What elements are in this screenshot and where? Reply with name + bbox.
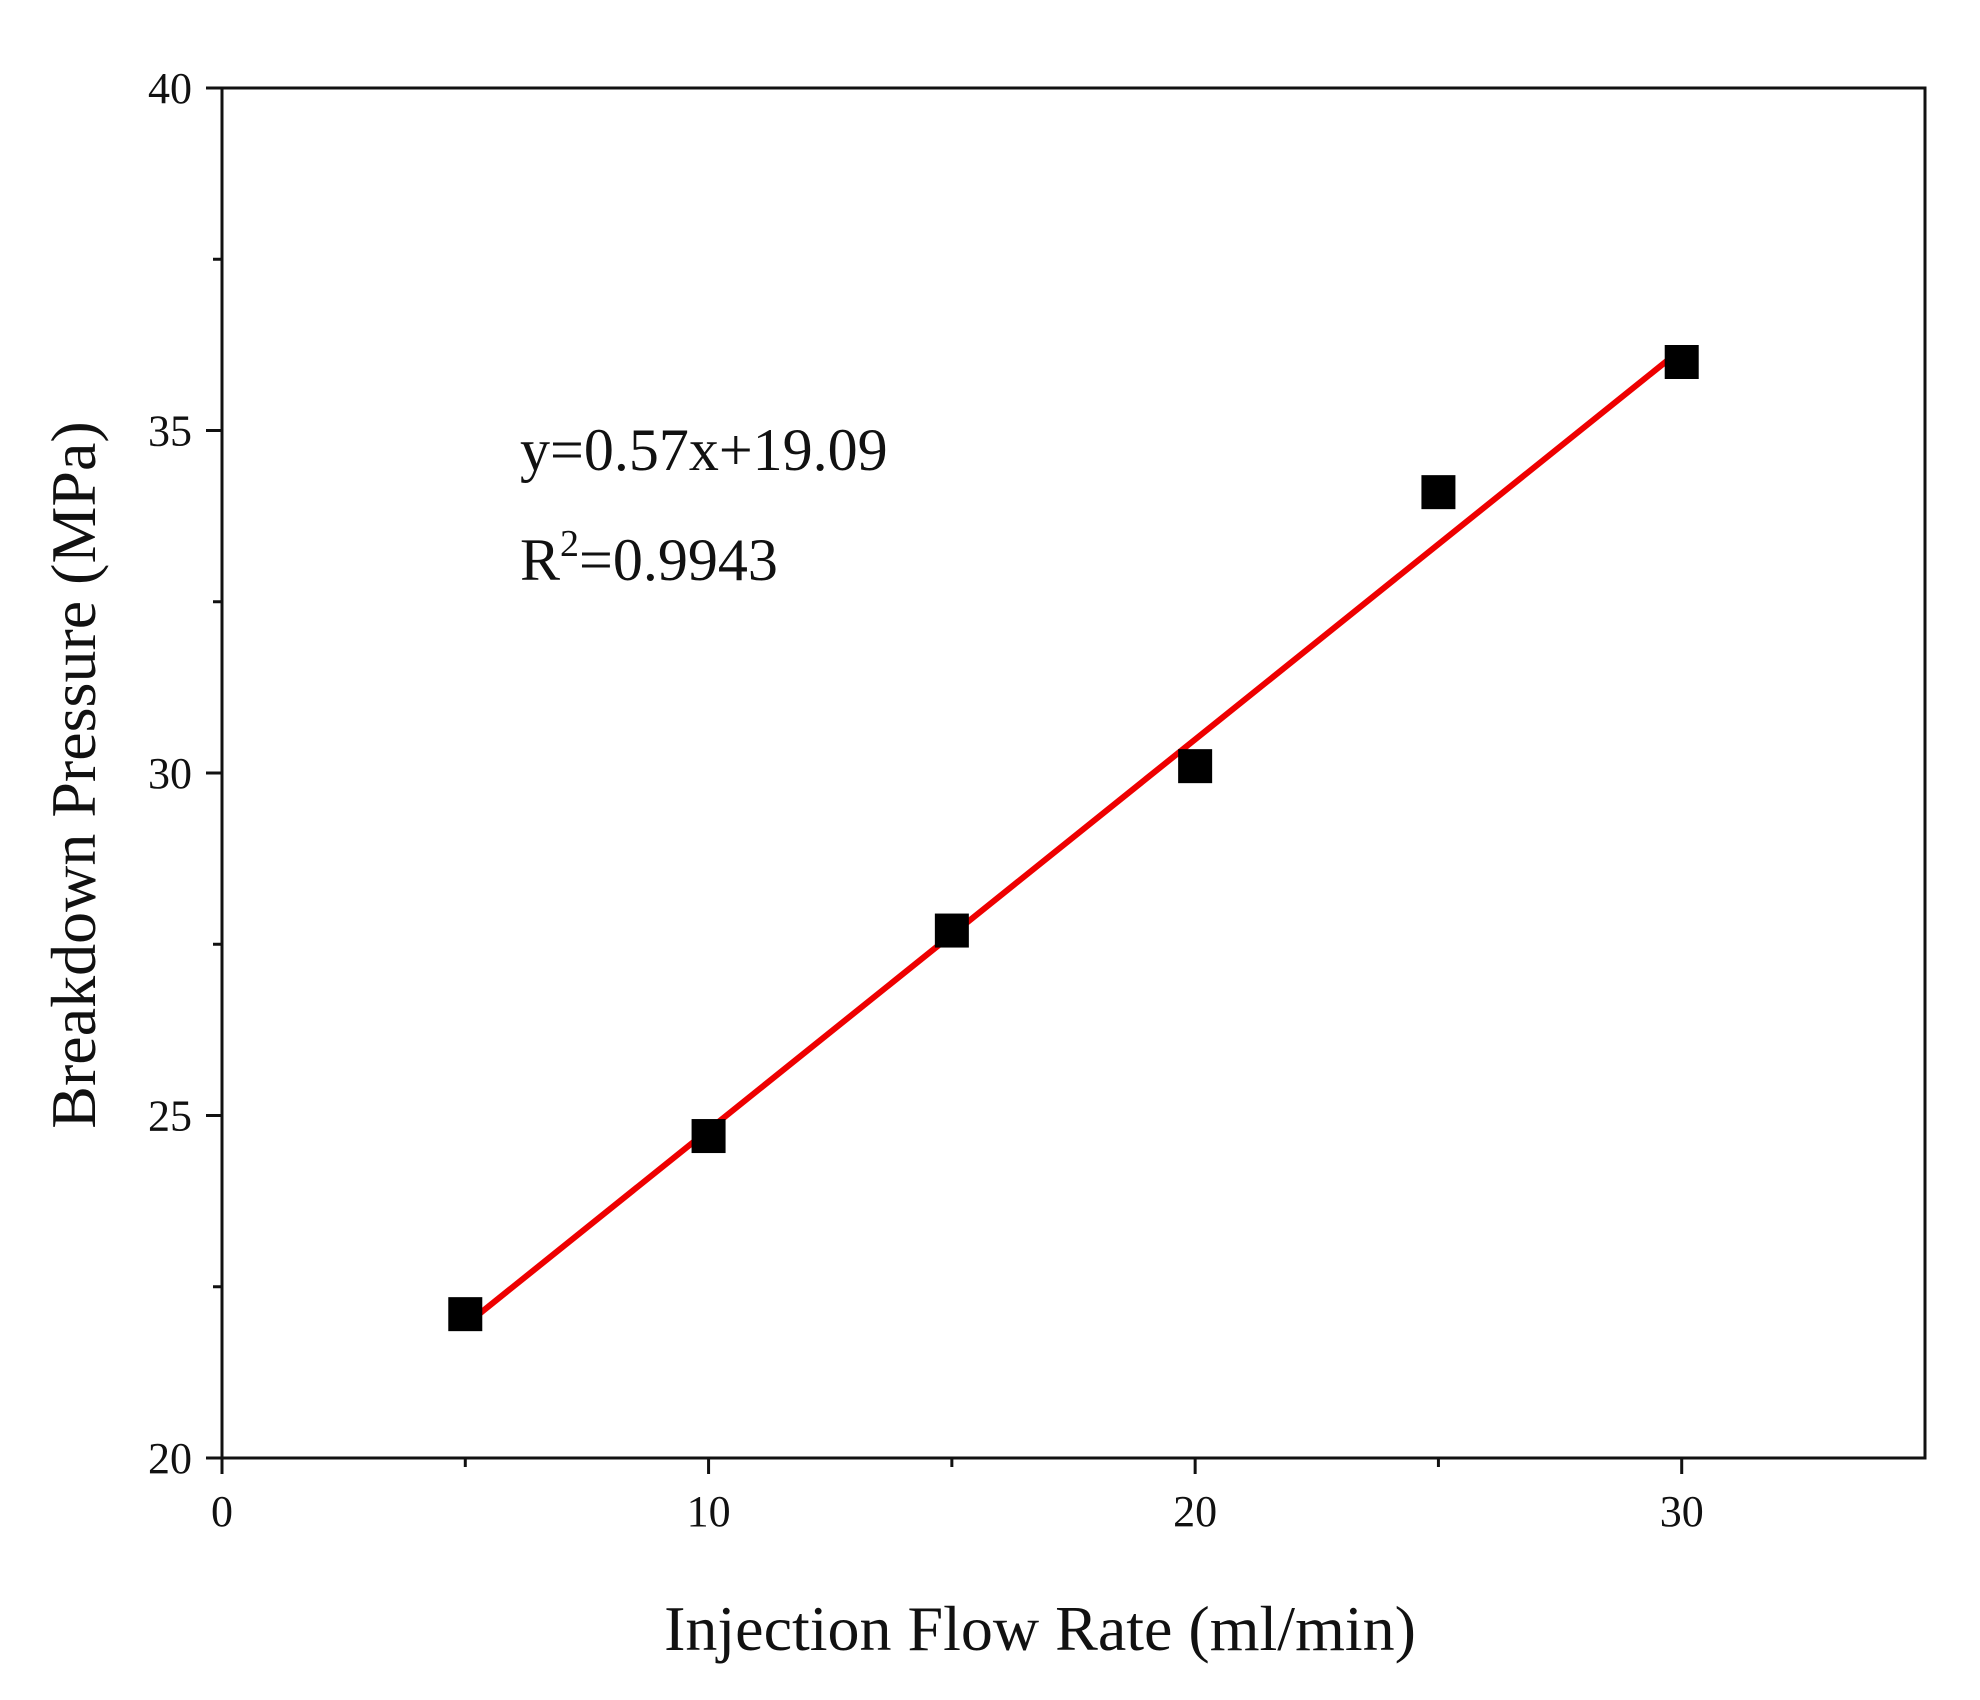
data-point-marker [934, 913, 969, 948]
y-axis-title: Breakdown Pressure (MPa) [38, 421, 109, 1128]
x-tick-label: 20 [1173, 1487, 1217, 1536]
fit-layer [462, 345, 1685, 1329]
x-tick-label: 30 [1660, 1487, 1704, 1536]
points-layer [448, 345, 1699, 1332]
fit-line [462, 345, 1685, 1329]
y-tick-label: 35 [148, 407, 192, 456]
x-axis-title: Injection Flow Rate (ml/min) [664, 1593, 1416, 1664]
x-tick-label: 10 [687, 1487, 731, 1536]
r-squared-label: R2=0.9943 [520, 523, 778, 593]
r-squared-symbol: R [520, 527, 560, 593]
data-point-marker [448, 1297, 483, 1332]
data-point-marker [1178, 749, 1213, 784]
x-tick-label: 0 [211, 1487, 233, 1536]
y-tick-label: 20 [148, 1434, 192, 1483]
r-squared-value: =0.9943 [579, 527, 778, 593]
text-layer: Injection Flow Rate (ml/min) Breakdown P… [38, 417, 1416, 1664]
y-tick-label: 25 [148, 1092, 192, 1141]
fit-equation-label: y=0.57x+19.09 [520, 417, 888, 483]
data-point-marker [1421, 475, 1456, 510]
r-squared-superscript: 2 [560, 523, 579, 565]
data-point-marker [1664, 345, 1699, 379]
axes-layer: 0 10 20 30 20 25 30 35 40 [148, 64, 1927, 1536]
plot-frame [220, 86, 1927, 1460]
data-point-marker [691, 1119, 726, 1154]
y-tick-label: 30 [148, 749, 192, 798]
y-tick-label: 40 [148, 64, 192, 113]
